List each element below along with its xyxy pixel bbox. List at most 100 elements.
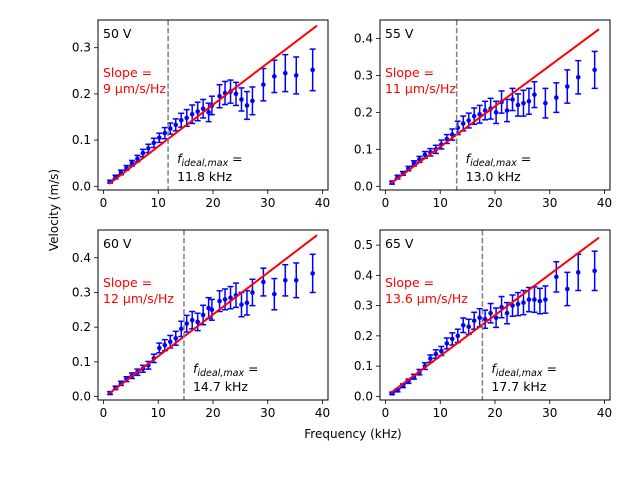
- x-tick-label: 40: [597, 196, 612, 210]
- y-tick-label: 0.2: [354, 105, 373, 119]
- data-point: [592, 67, 597, 73]
- data-point: [449, 336, 455, 342]
- data-point: [200, 312, 206, 318]
- y-tick-label: 0.1: [72, 355, 91, 369]
- data-point: [310, 67, 315, 73]
- panel-1: 0 10 20 30 40 0.0 0.1 0.2 0.3 50 V Slope =9 µm/s/H…: [72, 19, 330, 210]
- x-tick-label: 0: [382, 406, 390, 420]
- x-tick-label: 40: [315, 406, 330, 420]
- data-point: [140, 150, 146, 156]
- y-tick-label: 0.1: [354, 142, 373, 156]
- data-point: [477, 315, 482, 321]
- y-tick-label: 0.1: [72, 133, 91, 147]
- data-point: [493, 110, 499, 115]
- data-point: [184, 321, 190, 326]
- y-tick-label: 0.2: [354, 329, 373, 343]
- slope-label-line1: Slope =: [103, 275, 152, 290]
- data-point: [575, 74, 581, 80]
- data-point: [466, 324, 472, 330]
- data-point: [250, 98, 255, 104]
- y-tick-label: 0.0: [354, 389, 373, 403]
- data-point: [433, 351, 439, 357]
- y-tick-label: 0.0: [72, 179, 91, 193]
- data-point: [564, 286, 570, 292]
- data-point: [504, 108, 510, 113]
- data-point: [460, 322, 466, 328]
- slope-label-line2: 9 µm/s/Hz: [103, 81, 166, 96]
- slope-label-line1: Slope =: [385, 275, 434, 290]
- data-point: [206, 110, 211, 115]
- plot-content: [389, 230, 600, 400]
- fmax-label-line2: 14.7 kHz: [193, 379, 248, 394]
- data-point: [515, 301, 521, 307]
- panel-2: 0 10 20 30 40 0.0 0.1 0.2 0.3 0.4 55 V Slope =11 µm…: [354, 19, 612, 210]
- data-point: [228, 295, 233, 300]
- data-point: [575, 270, 581, 275]
- data-point: [184, 115, 190, 121]
- data-point: [471, 318, 477, 324]
- x-tick-label: 30: [260, 196, 275, 210]
- data-point: [173, 122, 179, 128]
- x-tick-label: 0: [100, 196, 108, 210]
- data-point: [521, 100, 526, 106]
- data-point: [282, 278, 288, 283]
- data-point: [272, 74, 277, 79]
- data-point: [444, 341, 450, 346]
- data-point: [477, 111, 482, 117]
- data-point: [189, 111, 195, 117]
- x-tick-label: 40: [315, 196, 330, 210]
- x-tick-label: 20: [487, 196, 502, 210]
- data-point: [532, 92, 537, 97]
- data-point: [510, 303, 515, 308]
- data-point: [592, 268, 597, 274]
- data-point: [250, 290, 255, 295]
- data-point: [482, 316, 488, 322]
- x-tick-label: 20: [487, 406, 502, 420]
- fmax-label-line1: fideal,max =: [193, 361, 259, 379]
- x-axis-label: Frequency (kHz): [304, 427, 401, 441]
- data-point: [239, 302, 244, 307]
- x-tick-label: 20: [205, 406, 220, 420]
- data-point: [449, 132, 455, 137]
- data-point: [209, 307, 215, 313]
- data-point: [293, 278, 299, 283]
- fmax-label-line1: fideal,max =: [177, 151, 243, 169]
- data-point: [195, 319, 200, 325]
- data-point: [222, 297, 228, 302]
- data-point: [526, 297, 532, 302]
- x-tick-label: 30: [542, 196, 557, 210]
- data-point: [244, 103, 250, 108]
- data-point: [293, 73, 299, 78]
- x-tick-label: 10: [151, 196, 166, 210]
- data-point: [233, 91, 239, 97]
- data-point: [554, 274, 559, 280]
- y-tick-label: 0.0: [354, 179, 373, 193]
- panel-4: 0 10 20 30 40 0.0 0.1 0.2 0.3 0.4 0.5 65 V Slope =13…: [354, 229, 612, 420]
- data-point: [239, 97, 244, 102]
- data-point: [471, 113, 477, 119]
- data-point: [504, 310, 510, 316]
- y-tick-label: 0.2: [72, 320, 91, 334]
- panel-voltage-label: 65 V: [385, 236, 414, 251]
- y-tick-label: 0.5: [354, 238, 373, 252]
- plot-content: [107, 230, 318, 400]
- data-point: [488, 310, 493, 316]
- data-point: [162, 342, 168, 348]
- plot-content: [107, 20, 318, 190]
- slope-label-line2: 13.6 µm/s/Hz: [385, 291, 468, 306]
- data-point: [521, 300, 526, 305]
- x-tick-label: 20: [205, 196, 220, 210]
- fit-line: [108, 234, 318, 395]
- data-point: [261, 279, 266, 285]
- data-point: [466, 118, 472, 123]
- data-point: [428, 356, 433, 361]
- y-tick-label: 0.3: [354, 299, 373, 313]
- data-point: [564, 84, 570, 89]
- x-tick-label: 10: [433, 406, 448, 420]
- data-point: [195, 109, 200, 114]
- x-tick-label: 10: [151, 406, 166, 420]
- data-point: [178, 117, 184, 123]
- y-tick-label: 0.1: [354, 359, 373, 373]
